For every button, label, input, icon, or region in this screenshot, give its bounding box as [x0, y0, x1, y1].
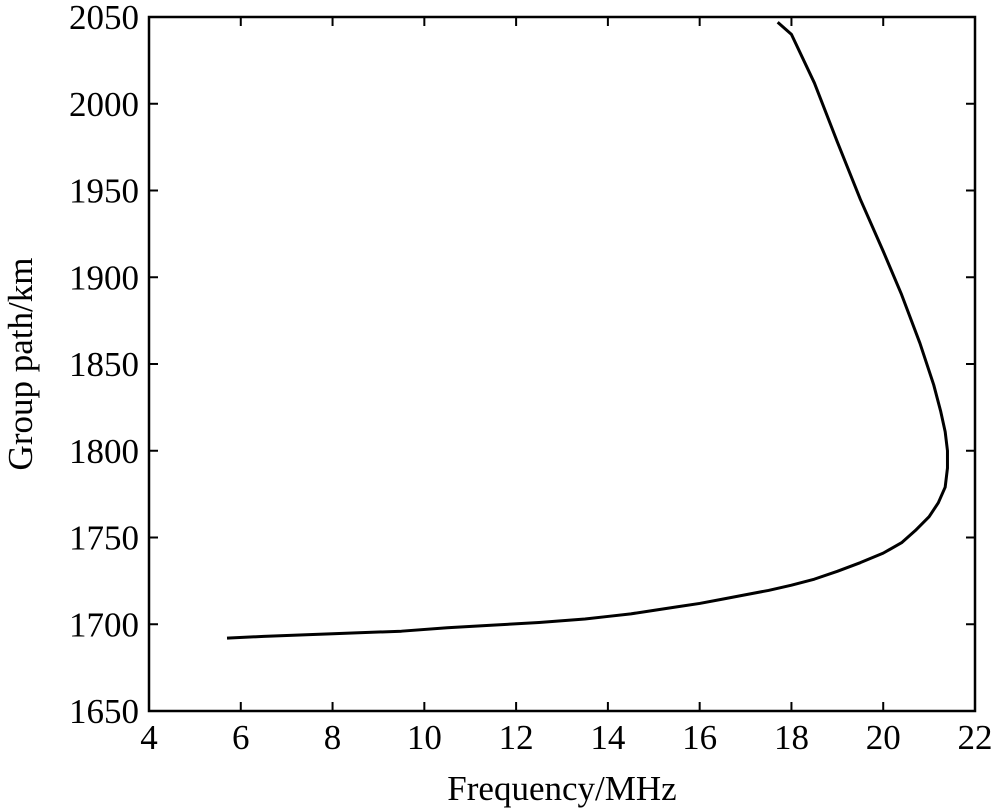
- y-tick-label: 1850: [69, 345, 139, 384]
- y-tick-label: 2000: [69, 85, 139, 124]
- x-tick-label: 22: [958, 718, 993, 757]
- x-tick-label: 6: [232, 718, 250, 757]
- x-tick-label: 14: [590, 718, 625, 757]
- x-tick-label: 4: [140, 718, 158, 757]
- y-tick-label: 1750: [69, 519, 139, 558]
- y-tick-label: 1800: [69, 432, 139, 471]
- series-layer: [226, 21, 949, 640]
- y-tick-label: 1650: [69, 692, 139, 731]
- x-tick-label: 20: [866, 718, 901, 757]
- y-axis-ticks: 1650 1700 1750 1800 1850 1900 1950 2000 2050: [69, 0, 975, 731]
- y-axis-title: Group path/km: [1, 258, 40, 471]
- x-axis-title: Frequency/MHz: [447, 769, 676, 808]
- x-axis-ticks: 4 6 8 10 12 14 16 18 20 22: [140, 17, 993, 757]
- x-tick-label: 16: [682, 718, 717, 757]
- plot-area-frame: [147, 15, 977, 713]
- y-tick-label: 1900: [69, 258, 139, 297]
- y-tick-label: 1950: [69, 172, 139, 211]
- series-line: [226, 21, 949, 640]
- y-tick-label: 2050: [69, 0, 139, 37]
- x-tick-label: 10: [407, 718, 442, 757]
- y-tick-label: 1700: [69, 605, 139, 644]
- x-tick-label: 8: [324, 718, 342, 757]
- x-tick-label: 18: [774, 718, 809, 757]
- x-tick-label: 12: [499, 718, 534, 757]
